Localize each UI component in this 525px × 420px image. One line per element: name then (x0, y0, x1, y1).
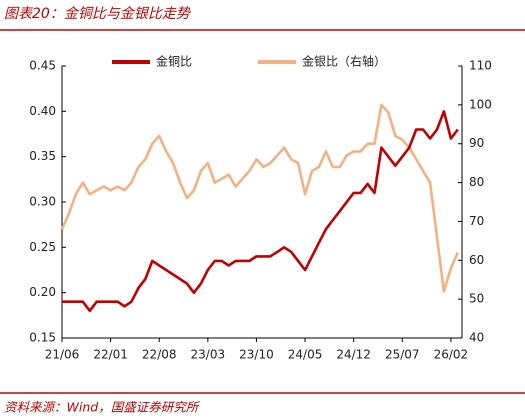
y2-tick-label: 80 (469, 175, 484, 189)
x-tick-label: 24/05 (288, 348, 323, 362)
legend-label: 金铜比 (156, 54, 192, 69)
y-tick-label: 0.15 (29, 331, 56, 345)
y-tick-label: 0.35 (29, 149, 56, 163)
y2-tick-label: 40 (469, 331, 484, 345)
source: 资料来源：Wind，国盛证券研究所 (4, 400, 201, 415)
y2-tick-label: 70 (469, 214, 484, 228)
y-tick-label: 0.40 (29, 104, 56, 118)
x-tick-label: 22/08 (142, 348, 177, 362)
y2-tick-label: 50 (469, 292, 484, 306)
y-tick-label: 0.25 (29, 240, 56, 254)
y2-tick-label: 110 (469, 59, 492, 73)
y2-tick-label: 100 (469, 97, 492, 111)
x-tick-label: 26/02 (434, 348, 469, 362)
y-tick-label: 0.45 (29, 59, 56, 73)
series-line (62, 110, 459, 313)
x-tick-label: 25/07 (385, 348, 420, 362)
y2-tick-label: 90 (469, 136, 484, 150)
series-line (60, 103, 459, 293)
x-tick-label: 22/01 (93, 348, 128, 362)
y-tick-label: 0.20 (29, 285, 56, 299)
legend-label: 金银比（右轴） (302, 54, 386, 69)
x-tick-label: 23/03 (191, 348, 226, 362)
y-tick-label: 0.30 (29, 195, 56, 209)
chart-title: 图表20：金铜比与金银比走势 (4, 6, 192, 22)
x-tick-label: 21/06 (45, 348, 80, 362)
x-tick-label: 23/10 (239, 348, 274, 362)
y2-tick-label: 60 (469, 253, 484, 267)
x-tick-label: 24/12 (336, 348, 371, 362)
